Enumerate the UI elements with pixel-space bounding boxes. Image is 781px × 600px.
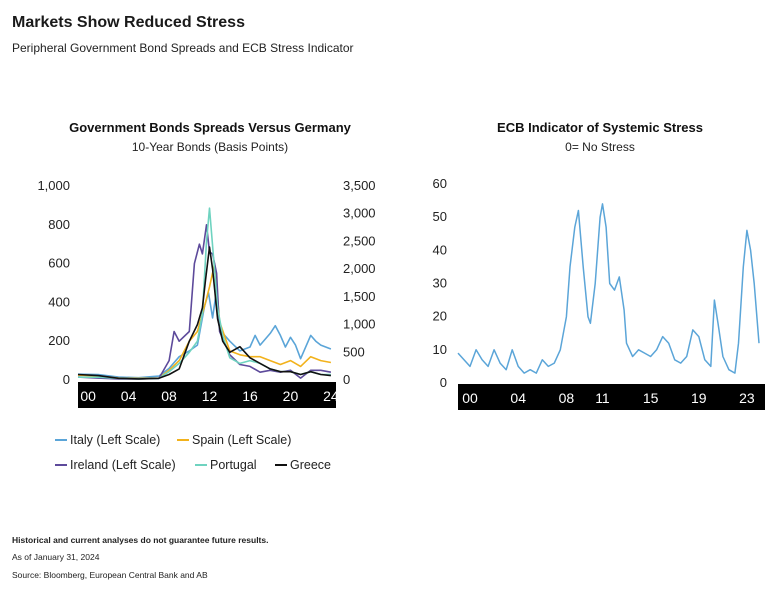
chart2-subtitle: 0= No Stress (565, 140, 635, 154)
chart1-series-line-0 (77, 291, 332, 379)
chart1-right-tick-label: 1,500 (343, 289, 376, 304)
legend-item-ireland: Ireland (Left Scale) (55, 458, 176, 472)
page-title: Markets Show Reduced Stress (12, 14, 245, 31)
chart1-x-tick-label: 00 (80, 388, 96, 404)
legend-label-spain: Spain (Left Scale) (192, 433, 292, 447)
chart1-left-tick-label: 400 (48, 294, 70, 309)
legend-item-spain: Spain (Left Scale) (177, 433, 291, 447)
chart2-x-tick-label: 04 (510, 390, 526, 406)
chart1-left-tick-label: 1,000 (37, 178, 70, 193)
chart1-x-tick-label: 08 (161, 388, 177, 404)
chart2-y-tick-label: 0 (440, 375, 447, 390)
chart1-left-tick-label: 800 (48, 217, 70, 232)
chart1-right-tick-label: 3,000 (343, 206, 376, 221)
footer-disclaimer: Historical and current analyses do not g… (12, 535, 269, 545)
legend-label-italy: Italy (Left Scale) (70, 433, 161, 447)
chart1-left-tick-label: 600 (48, 256, 70, 271)
chart1-x-tick-label: 24 (323, 388, 339, 404)
chart2-x-tick-label: 19 (691, 390, 707, 406)
chart2-x-tick-label: 23 (739, 390, 755, 406)
chart1-subtitle: 10-Year Bonds (Basis Points) (132, 140, 288, 154)
legend-swatch-portugal (195, 464, 207, 466)
chart2-y-tick-label: 40 (433, 242, 447, 257)
chart1-x-tick-label: 20 (283, 388, 299, 404)
chart2-y-tick-label: 20 (433, 309, 447, 324)
legend-item-greece: Greece (275, 458, 331, 472)
chart1-right-tick-label: 0 (343, 372, 350, 387)
chart2-x-tick-label: 15 (643, 390, 659, 406)
chart1-x-tick-label: 04 (121, 388, 137, 404)
chart1-right-tick-label: 2,000 (343, 261, 376, 276)
chart1-x-tick-label: 12 (202, 388, 218, 404)
chart2-x-axis-band (458, 384, 765, 410)
chart1-title: Government Bonds Spreads Versus Germany (69, 120, 352, 135)
chart2-x-tick-label: 11 (595, 390, 610, 406)
legend-label-portugal: Portugal (210, 458, 257, 472)
legend-label-greece: Greece (290, 458, 331, 472)
chart1-x-tick-label: 16 (242, 388, 258, 404)
chart1-right-tick-label: 1,000 (343, 317, 376, 332)
chart1-right-tick-label: 500 (343, 344, 365, 359)
chart1-right-tick-label: 3,500 (343, 178, 376, 193)
chart2-y-tick-label: 10 (433, 342, 447, 357)
page-subtitle: Peripheral Government Bond Spreads and E… (12, 41, 354, 55)
chart1-series-line-4 (77, 246, 331, 380)
legend-swatch-italy (55, 439, 67, 441)
legend-label-ireland: Ireland (Left Scale) (70, 458, 176, 472)
legend-swatch-ireland (55, 464, 67, 466)
chart1-left-tick-label: 200 (48, 333, 70, 348)
chart2-title: ECB Indicator of Systemic Stress (497, 120, 703, 135)
chart2-x-tick-label: 00 (462, 390, 478, 406)
footer-source: Source: Bloomberg, European Central Bank… (12, 570, 208, 580)
legend-item-portugal: Portugal (195, 458, 257, 472)
chart2-y-tick-label: 30 (433, 276, 447, 291)
chart1-left-tick-label: 0 (63, 372, 70, 387)
chart2-series-line-0 (457, 203, 760, 374)
chart1-series-line-2 (77, 224, 332, 380)
chart2-y-tick-label: 60 (433, 176, 447, 191)
chart1-right-tick-label: 2,500 (343, 233, 376, 248)
legend-item-italy: Italy (Left Scale) (55, 433, 160, 447)
chart1-x-axis-band (78, 382, 336, 408)
legend-swatch-greece (275, 464, 287, 466)
footer-asof: As of January 31, 2024 (12, 552, 100, 562)
chart2-y-tick-label: 50 (433, 209, 447, 224)
legend-swatch-spain (177, 439, 189, 441)
chart2-x-tick-label: 08 (559, 390, 575, 406)
